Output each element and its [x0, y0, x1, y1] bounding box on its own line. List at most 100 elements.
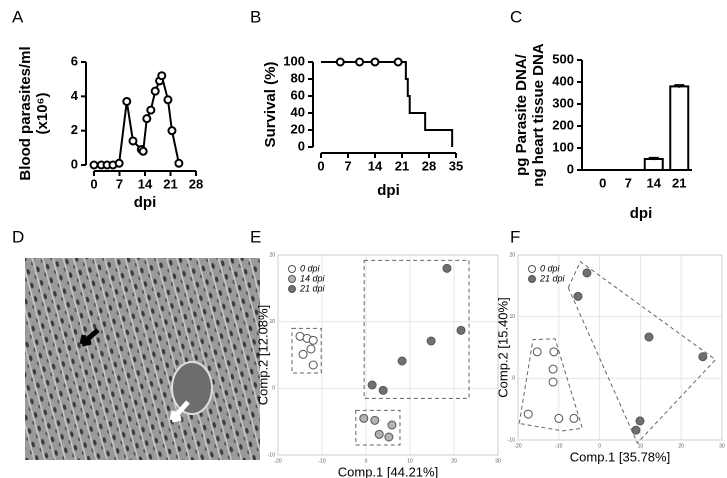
data-point [456, 325, 466, 335]
data-point [128, 136, 138, 146]
y-axis-label: Comp.2 [15.40%] [495, 297, 510, 397]
data-point [426, 336, 436, 346]
x-tick-label: 14 [368, 158, 383, 173]
y-tick-label: 4 [71, 88, 79, 103]
data-point [387, 420, 397, 430]
data-point [569, 413, 579, 423]
y-axis-label: ng heart tissue DNA [530, 43, 547, 187]
y-tick-label: 0 [567, 161, 574, 176]
data-point [367, 380, 377, 390]
y-axis-label: Blood parasites/ml [17, 46, 34, 180]
white-arrow [169, 400, 190, 423]
plot-frame [517, 254, 723, 441]
data-point [150, 86, 160, 96]
group-box [363, 259, 470, 399]
group-hull [567, 260, 717, 444]
x-tick-label: 28 [189, 176, 203, 191]
legend-label: 0 dpi [540, 263, 561, 273]
y-axis-label: Comp.2 [12.08%] [255, 305, 270, 405]
x-tick-label: 30 [719, 443, 725, 449]
y-tick-label: 20 [509, 252, 515, 258]
y-tick-label: 20 [269, 252, 275, 258]
y-tick-label: 400 [552, 73, 574, 88]
y-tick-label: 100 [283, 53, 305, 68]
data-point [89, 160, 99, 170]
error-bar [648, 156, 659, 161]
bar [643, 158, 664, 171]
data-point [374, 429, 384, 439]
nest [171, 361, 213, 415]
panel-letter: C [510, 7, 522, 26]
y-tick-label: 0 [71, 156, 78, 171]
data-line [94, 72, 180, 166]
y-tick-label: 80 [291, 70, 305, 85]
group-hull [518, 338, 583, 432]
data-point [157, 71, 167, 81]
data-point [167, 126, 177, 136]
data-point [114, 158, 124, 168]
histology-image [25, 258, 260, 460]
data-point [548, 377, 558, 387]
data-point [298, 349, 308, 359]
x-tick-label: 0 [365, 458, 368, 464]
data-point [442, 263, 452, 273]
x-tick-label: 35 [449, 158, 463, 173]
group-box [291, 327, 322, 374]
x-tick-label: 10 [407, 458, 413, 464]
data-point [397, 356, 407, 366]
x-axis-label: Comp.1 [44.21%] [338, 464, 438, 478]
y-tick-label: 2 [71, 122, 78, 137]
data-point [163, 95, 173, 105]
x-tick-label: -10 [555, 443, 562, 449]
legend-label: 21 dpi [299, 283, 326, 293]
x-tick-label: -20 [274, 458, 281, 464]
x-axis-label: dpi [377, 182, 400, 199]
data-point [308, 360, 318, 370]
legend-marker [288, 275, 296, 283]
x-axis-label: dpi [630, 205, 653, 222]
x-tick-label: 30 [495, 458, 501, 464]
x-tick-label: 0 [90, 176, 97, 191]
x-tick-label: 21 [395, 158, 409, 173]
y-tick-label: 200 [552, 117, 574, 132]
data-point [122, 96, 132, 106]
x-tick-label: 14 [138, 176, 153, 191]
legend-label: 0 dpi [300, 263, 321, 273]
y-tick-label: 0 [272, 386, 275, 392]
y-tick-label: 60 [291, 87, 305, 102]
x-tick-label: 20 [451, 458, 457, 464]
data-point [549, 347, 559, 357]
x-tick-label: 0 [598, 443, 601, 449]
data-point [370, 415, 380, 425]
x-tick-label: 0 [599, 175, 606, 190]
data-point [138, 146, 148, 156]
data-point [532, 347, 542, 357]
data-point [631, 425, 641, 435]
x-tick-label: 14 [647, 175, 662, 190]
x-tick-label: 21 [163, 176, 177, 191]
y-tick-label: 300 [552, 95, 574, 110]
panel-letter: A [12, 7, 24, 26]
x-tick-label: 21 [672, 175, 686, 190]
data-point [523, 409, 533, 419]
data-point [384, 432, 394, 442]
censor-mark [355, 57, 365, 67]
x-tick-label: 7 [625, 175, 632, 190]
legend-marker [288, 285, 296, 293]
data-point [582, 268, 592, 278]
legend-marker [528, 275, 536, 283]
legend-marker [288, 265, 296, 273]
group-box [355, 409, 401, 446]
x-tick-label: 0 [317, 158, 324, 173]
y-tick-label: 100 [552, 139, 574, 154]
black-arrow [79, 328, 100, 347]
y-tick-label: 0 [298, 138, 305, 153]
panel-letter: E [250, 227, 261, 246]
x-tick-label: 7 [116, 176, 123, 191]
panel-letter: F [510, 227, 520, 246]
x-tick-label: -10 [318, 458, 325, 464]
y-tick-label: -10 [268, 452, 275, 458]
y-tick-label: 10 [509, 314, 515, 320]
x-tick-label: -20 [514, 443, 521, 449]
